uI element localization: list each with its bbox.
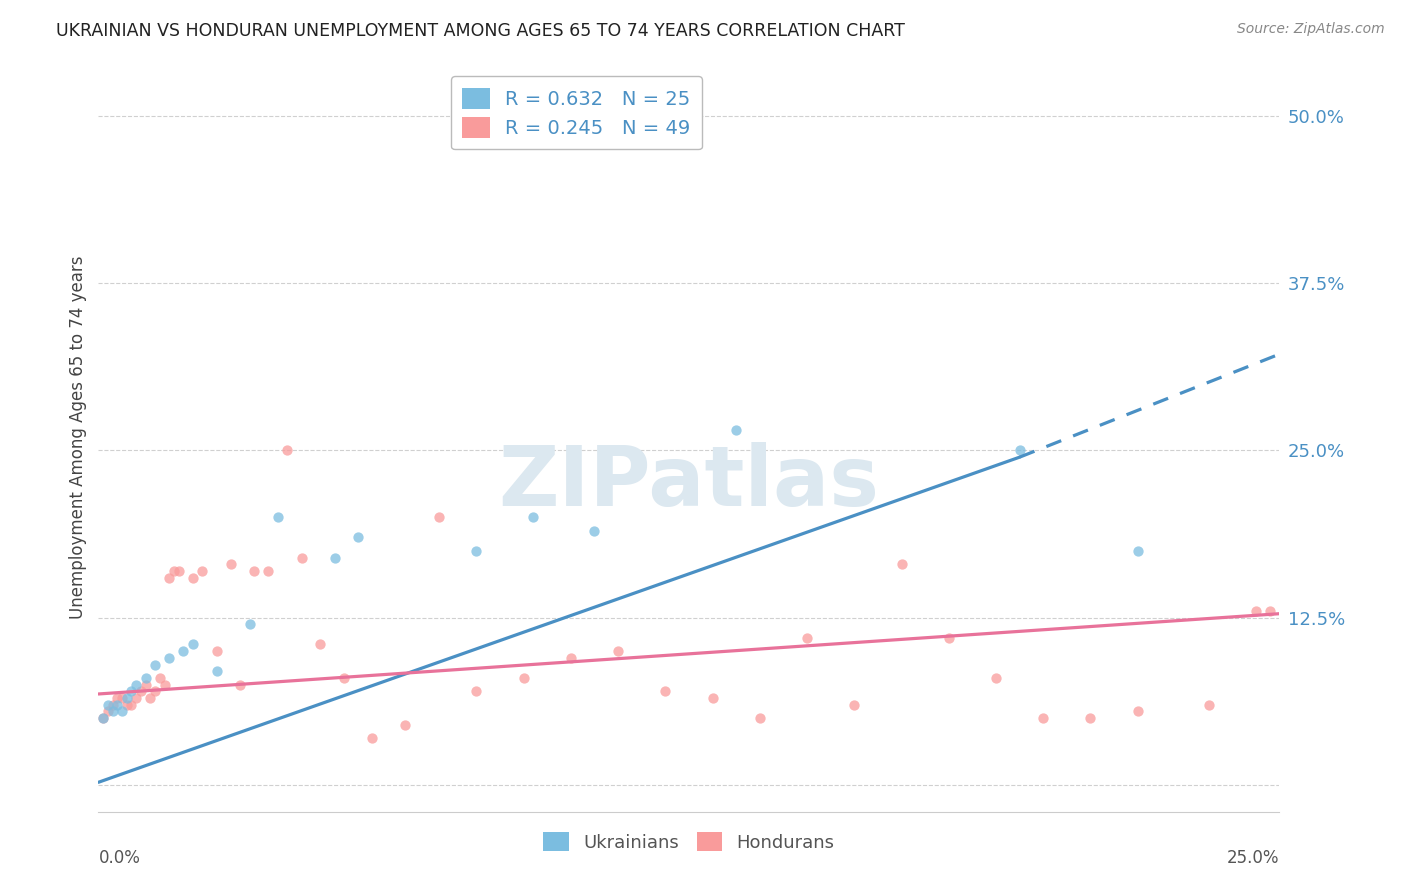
Point: [702, 690, 724, 705]
Point: [323, 550, 346, 565]
Point: [163, 564, 186, 578]
Point: [115, 690, 138, 705]
Point: [121, 684, 143, 698]
Text: 0.0%: 0.0%: [98, 849, 141, 867]
Point: [1008, 443, 1031, 458]
Point: [796, 631, 818, 645]
Point: [105, 698, 128, 712]
Text: 25.0%: 25.0%: [1227, 849, 1279, 867]
Point: [257, 564, 280, 578]
Point: [583, 524, 606, 538]
Text: Source: ZipAtlas.com: Source: ZipAtlas.com: [1237, 22, 1385, 37]
Point: [97, 698, 120, 712]
Point: [172, 644, 194, 658]
Point: [361, 731, 384, 746]
Point: [157, 651, 180, 665]
Point: [149, 671, 172, 685]
Point: [427, 510, 450, 524]
Point: [347, 530, 370, 544]
Point: [267, 510, 290, 524]
Y-axis label: Unemployment Among Ages 65 to 74 years: Unemployment Among Ages 65 to 74 years: [69, 255, 87, 619]
Point: [191, 564, 214, 578]
Point: [522, 510, 544, 524]
Point: [205, 664, 228, 679]
Point: [1258, 604, 1281, 618]
Point: [465, 544, 488, 558]
Point: [157, 571, 180, 585]
Point: [394, 717, 416, 731]
Point: [512, 671, 534, 685]
Point: [1126, 544, 1149, 558]
Point: [125, 690, 148, 705]
Point: [465, 684, 488, 698]
Point: [1080, 711, 1102, 725]
Point: [167, 564, 190, 578]
Point: [1198, 698, 1220, 712]
Point: [276, 443, 298, 458]
Point: [111, 705, 134, 719]
Point: [239, 617, 262, 632]
Point: [844, 698, 866, 712]
Point: [654, 684, 676, 698]
Point: [309, 637, 332, 651]
Point: [890, 557, 912, 572]
Point: [121, 698, 143, 712]
Text: ZIPatlas: ZIPatlas: [499, 442, 879, 523]
Point: [125, 678, 148, 692]
Point: [181, 637, 204, 651]
Point: [205, 644, 228, 658]
Point: [229, 678, 252, 692]
Point: [115, 698, 138, 712]
Point: [607, 644, 630, 658]
Point: [243, 564, 266, 578]
Point: [97, 705, 120, 719]
Point: [748, 711, 770, 725]
Point: [333, 671, 356, 685]
Point: [135, 678, 157, 692]
Point: [984, 671, 1007, 685]
Point: [135, 671, 157, 685]
Point: [129, 684, 152, 698]
Point: [143, 657, 166, 672]
Point: [938, 631, 960, 645]
Point: [105, 690, 128, 705]
Point: [1126, 705, 1149, 719]
Point: [101, 705, 124, 719]
Point: [101, 698, 124, 712]
Legend: Ukrainians, Hondurans: Ukrainians, Hondurans: [536, 824, 842, 859]
Point: [111, 690, 134, 705]
Point: [1032, 711, 1054, 725]
Point: [1244, 604, 1267, 618]
Point: [725, 424, 748, 438]
Point: [91, 711, 114, 725]
Point: [91, 711, 114, 725]
Point: [139, 690, 162, 705]
Point: [219, 557, 242, 572]
Point: [153, 678, 176, 692]
Point: [560, 651, 582, 665]
Text: UKRAINIAN VS HONDURAN UNEMPLOYMENT AMONG AGES 65 TO 74 YEARS CORRELATION CHART: UKRAINIAN VS HONDURAN UNEMPLOYMENT AMONG…: [56, 22, 905, 40]
Point: [181, 571, 204, 585]
Point: [143, 684, 166, 698]
Point: [290, 550, 312, 565]
